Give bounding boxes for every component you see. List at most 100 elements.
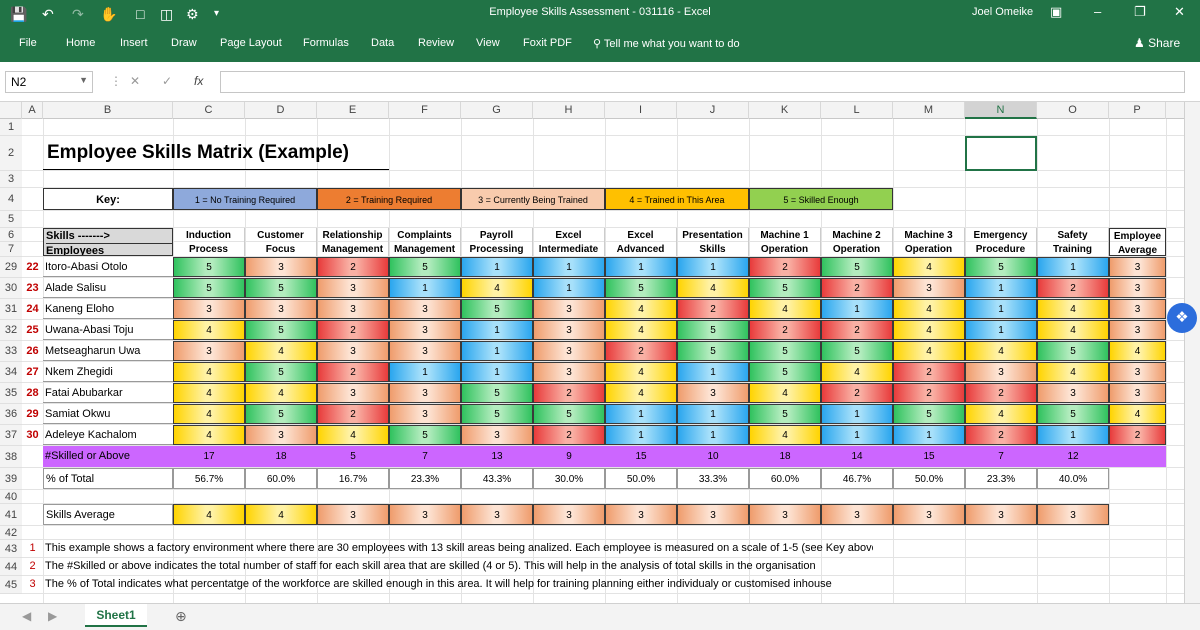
row-header-41[interactable]: 41: [0, 504, 22, 526]
skilled-count[interactable]: 18: [749, 446, 821, 467]
key-item-4[interactable]: 4 = Trained in This Area: [605, 188, 749, 210]
score-cell[interactable]: 2: [533, 383, 605, 403]
row-header-35[interactable]: 35: [0, 383, 22, 404]
score-cell[interactable]: 4: [1037, 362, 1109, 382]
tell-me-box[interactable]: ⚲ Tell me what you want to do: [593, 37, 740, 50]
note-number[interactable]: 2: [29, 560, 36, 572]
score-cell[interactable]: 4: [893, 341, 965, 361]
score-cell[interactable]: 2: [821, 383, 893, 403]
row-header-42[interactable]: 42: [0, 526, 22, 540]
score-cell[interactable]: 1: [461, 257, 533, 277]
score-cell[interactable]: 2: [893, 362, 965, 382]
score-cell[interactable]: 1: [389, 362, 461, 382]
skilled-count[interactable]: 15: [893, 446, 965, 467]
pct-value[interactable]: 30.0%: [533, 468, 605, 489]
dropbox-icon[interactable]: ❖: [1167, 303, 1197, 333]
score-cell[interactable]: 5: [749, 341, 821, 361]
score-cell[interactable]: 4: [173, 362, 245, 382]
name-box[interactable]: N2 ▼: [5, 71, 93, 93]
employee-average[interactable]: 3: [1109, 299, 1166, 319]
row-header-1[interactable]: 1: [0, 119, 22, 136]
note-number[interactable]: 3: [29, 578, 36, 590]
column-header-p[interactable]: P: [1109, 102, 1166, 119]
row-header-30[interactable]: 30: [0, 278, 22, 299]
score-cell[interactable]: 1: [677, 362, 749, 382]
score-cell[interactable]: 4: [1037, 320, 1109, 340]
employee-number[interactable]: 22: [26, 261, 39, 273]
score-cell[interactable]: 5: [893, 404, 965, 424]
employee-number[interactable]: 27: [26, 366, 39, 378]
employee-average[interactable]: 3: [1109, 383, 1166, 403]
employee-number[interactable]: 28: [26, 387, 39, 399]
score-cell[interactable]: 3: [245, 425, 317, 445]
skills-average-value[interactable]: 3: [461, 504, 533, 525]
score-cell[interactable]: 2: [821, 278, 893, 298]
score-cell[interactable]: 5: [677, 320, 749, 340]
skills-employees-header[interactable]: Skills -------> Employees: [43, 228, 173, 256]
score-cell[interactable]: 5: [965, 257, 1037, 277]
note-text[interactable]: The % of Total indicates what percentatg…: [45, 578, 832, 590]
employee-average-header[interactable]: Employee Average: [1109, 228, 1166, 256]
score-cell[interactable]: 3: [893, 278, 965, 298]
new-file-icon[interactable]: □: [136, 6, 145, 22]
row-header-44[interactable]: 44: [0, 558, 22, 576]
skills-average-value[interactable]: 3: [317, 504, 389, 525]
skilled-count[interactable]: 12: [1037, 446, 1109, 467]
column-header-m[interactable]: M: [893, 102, 965, 119]
key-item-1[interactable]: 1 = No Training Required: [173, 188, 317, 210]
pct-value[interactable]: 60.0%: [749, 468, 821, 489]
employee-number[interactable]: 24: [26, 303, 39, 315]
row-header-37[interactable]: 37: [0, 425, 22, 446]
skilled-label[interactable]: #Skilled or Above: [43, 446, 173, 467]
chevron-down-icon[interactable]: ▼: [79, 75, 88, 85]
skill-header[interactable]: Relationship Management: [317, 228, 389, 256]
row-header-2[interactable]: 2: [0, 136, 22, 171]
save-icon[interactable]: 💾: [10, 6, 28, 22]
score-cell[interactable]: 3: [317, 341, 389, 361]
sheet-tab-sheet1[interactable]: Sheet1: [85, 604, 147, 627]
employee-number[interactable]: 29: [26, 408, 39, 420]
score-cell[interactable]: 4: [605, 299, 677, 319]
pct-label[interactable]: % of Total: [43, 468, 173, 489]
skills-average-value[interactable]: 3: [605, 504, 677, 525]
employee-name[interactable]: Adeleye Kachalom: [43, 425, 173, 445]
score-cell[interactable]: 1: [1037, 257, 1109, 277]
pct-value[interactable]: 40.0%: [1037, 468, 1109, 489]
score-cell[interactable]: 4: [1037, 299, 1109, 319]
score-cell[interactable]: 3: [317, 299, 389, 319]
score-cell[interactable]: 5: [749, 278, 821, 298]
employee-name[interactable]: Metseagharun Uwa: [43, 341, 173, 361]
score-cell[interactable]: 5: [389, 257, 461, 277]
employee-name[interactable]: Nkem Zhegidi: [43, 362, 173, 382]
score-cell[interactable]: 5: [389, 425, 461, 445]
score-cell[interactable]: 3: [173, 299, 245, 319]
minimize-icon[interactable]: –: [1094, 4, 1102, 19]
skill-header[interactable]: Emergency Procedure: [965, 228, 1037, 256]
skill-header[interactable]: Machine 2 Operation: [821, 228, 893, 256]
score-cell[interactable]: 5: [749, 362, 821, 382]
score-cell[interactable]: 5: [461, 299, 533, 319]
skill-header[interactable]: Machine 1 Operation: [749, 228, 821, 256]
column-header-n[interactable]: N: [965, 102, 1037, 119]
skill-header[interactable]: Excel Intermediate: [533, 228, 605, 256]
score-cell[interactable]: 5: [749, 404, 821, 424]
skilled-count[interactable]: 10: [677, 446, 749, 467]
score-cell[interactable]: 2: [749, 257, 821, 277]
employee-name[interactable]: Alade Salisu: [43, 278, 173, 298]
score-cell[interactable]: 1: [461, 362, 533, 382]
row-header-36[interactable]: 36: [0, 404, 22, 425]
score-cell[interactable]: 4: [965, 404, 1037, 424]
score-cell[interactable]: 4: [605, 362, 677, 382]
tab-page-layout[interactable]: Page Layout: [220, 37, 282, 49]
score-cell[interactable]: 5: [245, 404, 317, 424]
add-sheet-icon[interactable]: ⊕: [175, 608, 187, 624]
employee-average[interactable]: 3: [1109, 362, 1166, 382]
pct-value[interactable]: 50.0%: [893, 468, 965, 489]
column-header-a[interactable]: A: [22, 102, 43, 119]
score-cell[interactable]: 5: [461, 404, 533, 424]
score-cell[interactable]: 5: [1037, 341, 1109, 361]
pct-value[interactable]: 33.3%: [677, 468, 749, 489]
row-header-31[interactable]: 31: [0, 299, 22, 320]
score-cell[interactable]: 1: [821, 425, 893, 445]
